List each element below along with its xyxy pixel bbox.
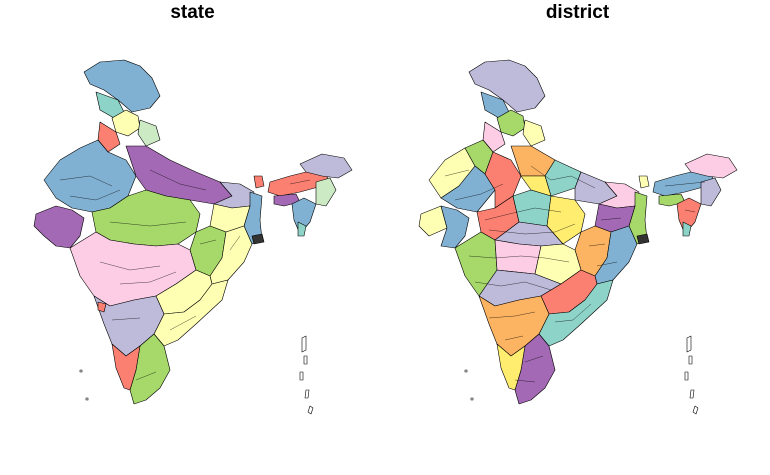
region-sikkim: [253, 175, 265, 189]
district-north-3: [482, 121, 506, 153]
district-map: [418, 59, 738, 415]
region-goa: [97, 301, 107, 313]
state-map-panel: state: [33, 2, 353, 415]
district-andaman-islands: [684, 335, 699, 415]
state-map-title: state: [170, 2, 215, 23]
region-arunachal: [299, 153, 353, 179]
region-gujarat: [33, 205, 85, 249]
region-manipur-nagaland: [315, 177, 337, 207]
region-north-haryana: [97, 121, 121, 153]
district-central-north-2: [544, 159, 582, 197]
district-northeast-7: [682, 221, 692, 237]
district-north-kashmir: [468, 59, 546, 113]
district-map-panel: district: [385, 0, 770, 475]
district-west-4: [484, 151, 522, 209]
district-gujarat-2: [440, 205, 470, 249]
district-northeast-1: [638, 175, 650, 189]
region-coast-east: [251, 233, 265, 245]
district-west-3: [440, 165, 496, 213]
region-northeast-south: [297, 221, 307, 237]
district-northeast-6: [700, 177, 722, 207]
district-lakshadweep: [464, 369, 474, 401]
region-kerala: [111, 343, 141, 391]
district-gujarat-1: [418, 205, 448, 237]
district-south-3: [496, 343, 526, 391]
region-andaman-islands: [299, 335, 314, 415]
district-coast-east: [636, 233, 650, 245]
region-north-kashmir: [83, 59, 161, 113]
district-boundaries: [444, 165, 706, 383]
state-map: [33, 59, 353, 415]
district-north-4: [522, 119, 546, 147]
region-lakshadweep: [79, 369, 89, 401]
district-northeast-3: [684, 153, 738, 179]
district-center-2: [512, 189, 552, 227]
district-map-title: district: [545, 2, 610, 23]
internal-boundaries: [59, 169, 311, 381]
region-north-uttarakhand: [137, 119, 161, 147]
